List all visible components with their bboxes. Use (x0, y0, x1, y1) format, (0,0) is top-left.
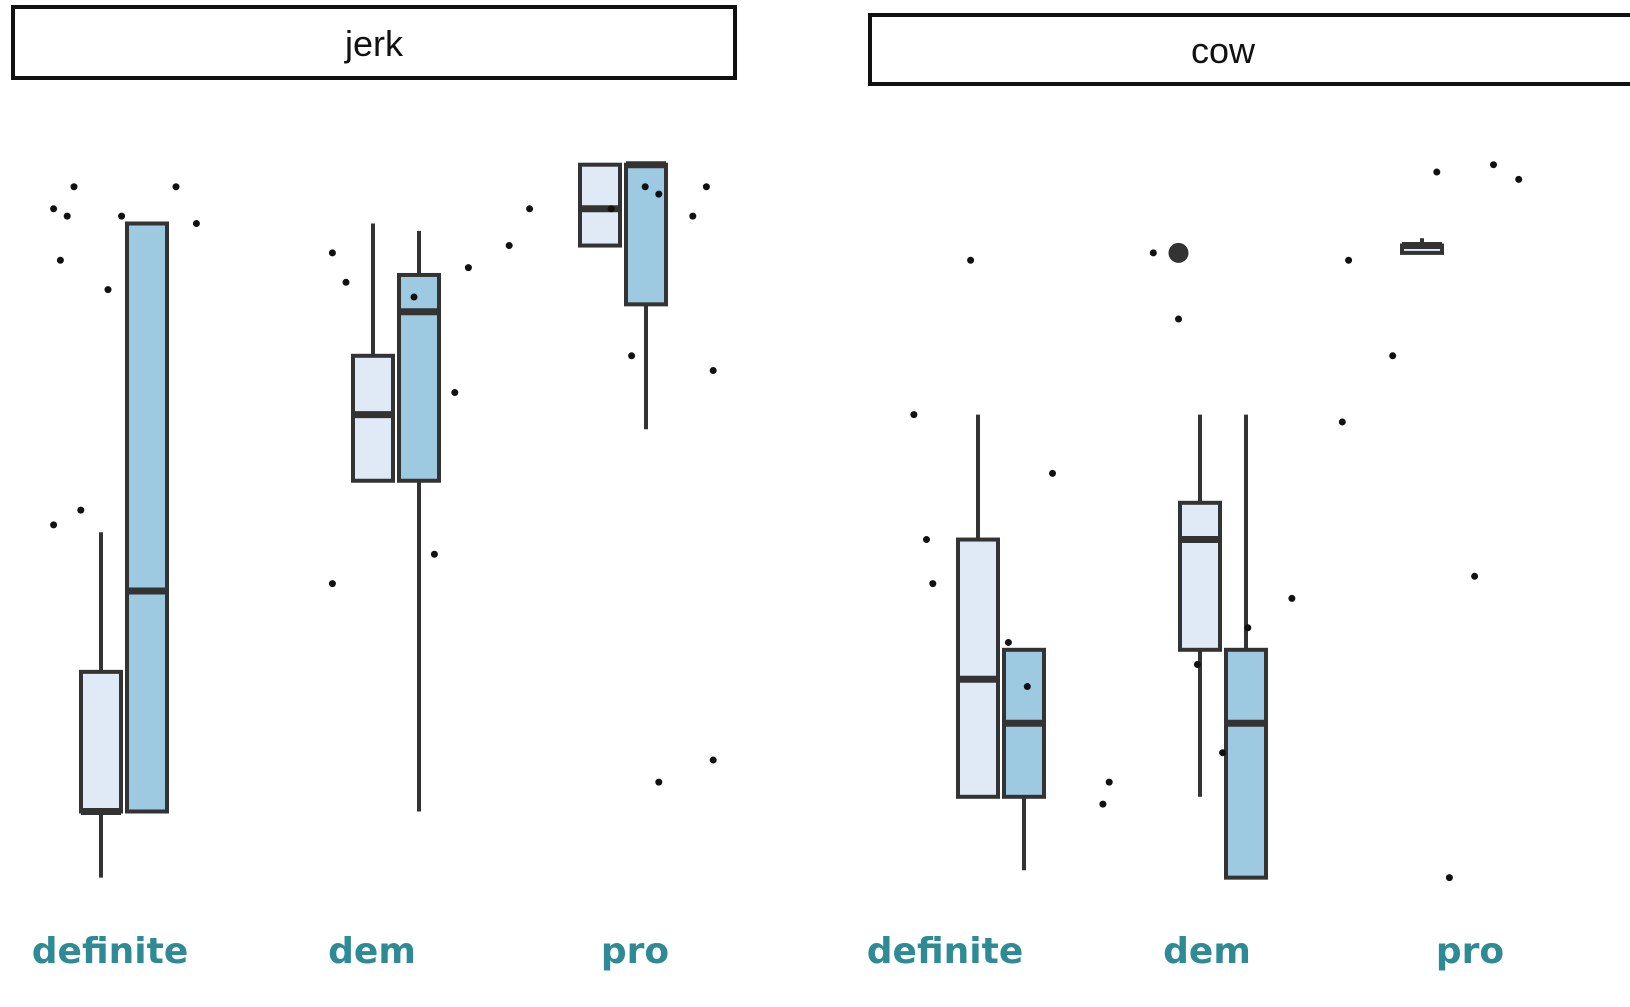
strip-title-jerk: jerk (344, 23, 404, 64)
jitter-point-cow-17 (1389, 352, 1397, 360)
box-jerk-definite-s1 (79, 669, 123, 814)
category-label-jerk-definite: definite (32, 931, 188, 972)
jitter-point-jerk-17 (118, 212, 126, 220)
box-jerk-dem-s1 (351, 353, 395, 483)
jitter-point-jerk-14 (63, 212, 71, 220)
category-label-jerk-dem: dem (328, 931, 416, 972)
panel-cow: cow definite dem pro (867, 13, 1630, 972)
jitter-point-cow-2 (929, 580, 937, 588)
jitter-point-jerk-13 (56, 256, 64, 264)
jitter-point-jerk-0 (50, 205, 58, 213)
jitter-point-cow-10 (1175, 315, 1182, 323)
jitter-point-cow-8 (1105, 778, 1113, 786)
box-cow-definite-s1 (956, 537, 1000, 799)
jitter-point-jerk-16 (77, 506, 85, 514)
jitter-point-jerk-25 (628, 352, 636, 360)
jitter-point-jerk-27 (709, 756, 717, 764)
jitter-point-jerk-6 (607, 205, 615, 213)
jitter-point-jerk-7 (641, 183, 649, 191)
jitter-point-cow-1 (923, 536, 930, 544)
strip-box-cow (868, 13, 1630, 86)
jitter-point-jerk-24 (526, 205, 534, 213)
jitter-point-jerk-26 (655, 778, 663, 786)
panel-jerk: jerk definite dem pro (11, 5, 737, 972)
jitter-point-cow-12 (1219, 749, 1227, 757)
category-label-cow-definite: definite (867, 931, 1023, 972)
strip-box-jerk (11, 5, 737, 80)
jitter-point-cow-4 (1004, 638, 1012, 646)
category-label-jerk-pro: pro (601, 931, 669, 972)
jitter-point-jerk-8 (655, 190, 663, 198)
jitter-point-jerk-2 (192, 220, 200, 227)
jitter-point-jerk-1 (104, 286, 112, 294)
jitter-point-cow-5 (1023, 683, 1031, 691)
jitter-point-cow-15 (1338, 418, 1346, 426)
jitter-point-cow-19 (1445, 874, 1453, 882)
jitter-point-jerk-20 (328, 249, 336, 257)
jitter-point-cow-11 (1193, 661, 1201, 668)
jitter-point-jerk-12 (50, 521, 58, 529)
jitter-point-jerk-4 (410, 293, 418, 301)
jitter-point-cow-14 (1288, 594, 1296, 602)
jitter-point-jerk-18 (172, 183, 180, 191)
jitter-point-cow-21 (1490, 161, 1497, 169)
outlier-point-cow (1168, 242, 1189, 263)
box-cow-dem-s2 (1224, 647, 1268, 880)
jitter-point-jerk-10 (702, 183, 710, 191)
jitter-point-cow-22 (1515, 175, 1523, 183)
jitter-point-jerk-3 (342, 278, 350, 286)
jitter-point-cow-13 (1244, 624, 1252, 632)
box-cow-dem-s1 (1178, 500, 1222, 652)
jitter-point-jerk-9 (689, 212, 697, 220)
jitter-point-cow-0 (910, 411, 918, 419)
box-jerk-definite-s2 (125, 221, 169, 814)
jitter-point-cow-6 (1049, 469, 1056, 477)
jitter-point-cow-18 (1433, 168, 1441, 176)
box-jerk-pro-s1 (578, 162, 622, 248)
category-label-cow-pro: pro (1436, 931, 1504, 972)
jitter-point-jerk-5 (464, 264, 472, 272)
jitter-point-cow-16 (1345, 256, 1353, 264)
jitter-point-jerk-19 (328, 580, 336, 588)
jitter-point-jerk-22 (451, 389, 459, 397)
strip-title-cow: cow (1191, 30, 1256, 71)
jitter-point-jerk-15 (70, 183, 78, 191)
jitter-point-jerk-23 (505, 242, 513, 250)
jitter-point-jerk-11 (709, 367, 717, 374)
jitter-point-cow-20 (1471, 572, 1479, 580)
jitter-point-jerk-21 (430, 550, 438, 558)
jitter-point-cow-9 (1149, 249, 1157, 257)
box-jerk-dem-s2 (397, 272, 441, 483)
category-label-cow-dem: dem (1163, 931, 1251, 972)
jitter-point-cow-3 (967, 256, 975, 264)
jitter-point-cow-7 (1099, 800, 1107, 808)
